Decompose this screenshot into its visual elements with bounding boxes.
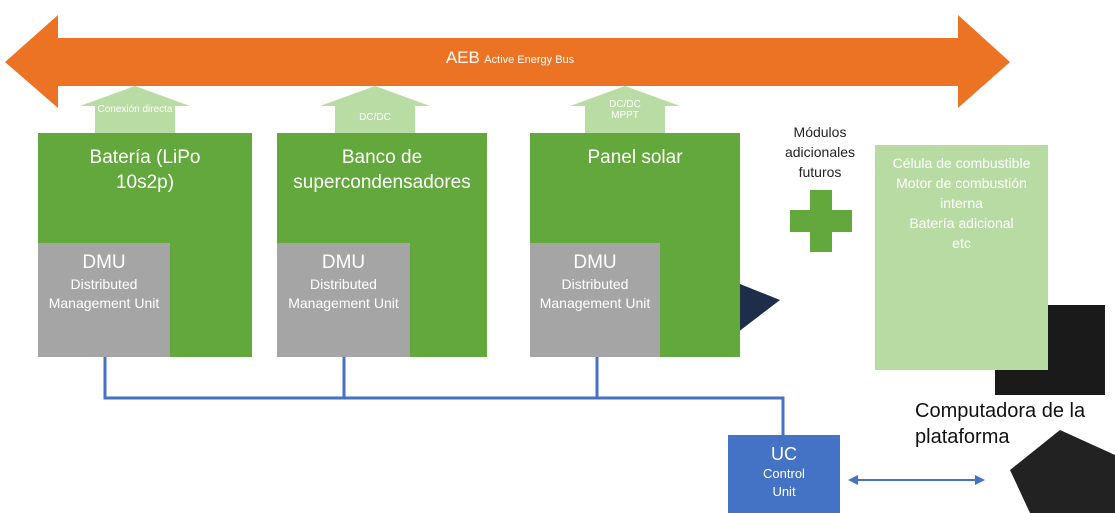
- dmu-title: DMU: [38, 251, 170, 275]
- control-unit: UC Control Unit: [728, 435, 840, 513]
- control-bus: [105, 357, 980, 480]
- cu-subtitle: Control Unit: [728, 465, 840, 501]
- cu-title: UC: [728, 443, 840, 465]
- future-item: etc: [875, 233, 1048, 253]
- plus-sign: [790, 190, 852, 252]
- diagram: AEB Active Energy Bus Conexión directa D…: [0, 0, 1115, 513]
- bus-subtitle: Active Energy Bus: [484, 54, 574, 66]
- bus-title: AEB: [446, 48, 480, 67]
- future-label: Módulos adicionales futuros: [770, 122, 870, 182]
- connection-label: DC/DC MPPT: [585, 99, 665, 121]
- connection-label: DC/DC: [335, 112, 415, 123]
- module-name: Panel solar: [587, 147, 682, 168]
- future-item: Batería adicional: [875, 213, 1048, 233]
- computer-label: Computadora de la plataforma: [915, 398, 1115, 450]
- dmu-title: DMU: [277, 251, 410, 275]
- module-name: Banco de supercondensadores: [293, 147, 470, 193]
- future-item: Célula de combustible: [875, 153, 1048, 173]
- dmu-subtitle: Distributed Management Unit: [530, 275, 660, 313]
- dmu-subtitle: Distributed Management Unit: [277, 275, 410, 313]
- dmu-subtitle: Distributed Management Unit: [38, 275, 170, 313]
- bus-label: AEB Active Energy Bus: [330, 48, 690, 68]
- connection-label: Conexión directa: [95, 104, 175, 115]
- module-name: Batería (LiPo 10s2p): [90, 147, 201, 193]
- future-item: Motor de combustión interna: [875, 173, 1048, 213]
- dmu-title: DMU: [530, 251, 660, 275]
